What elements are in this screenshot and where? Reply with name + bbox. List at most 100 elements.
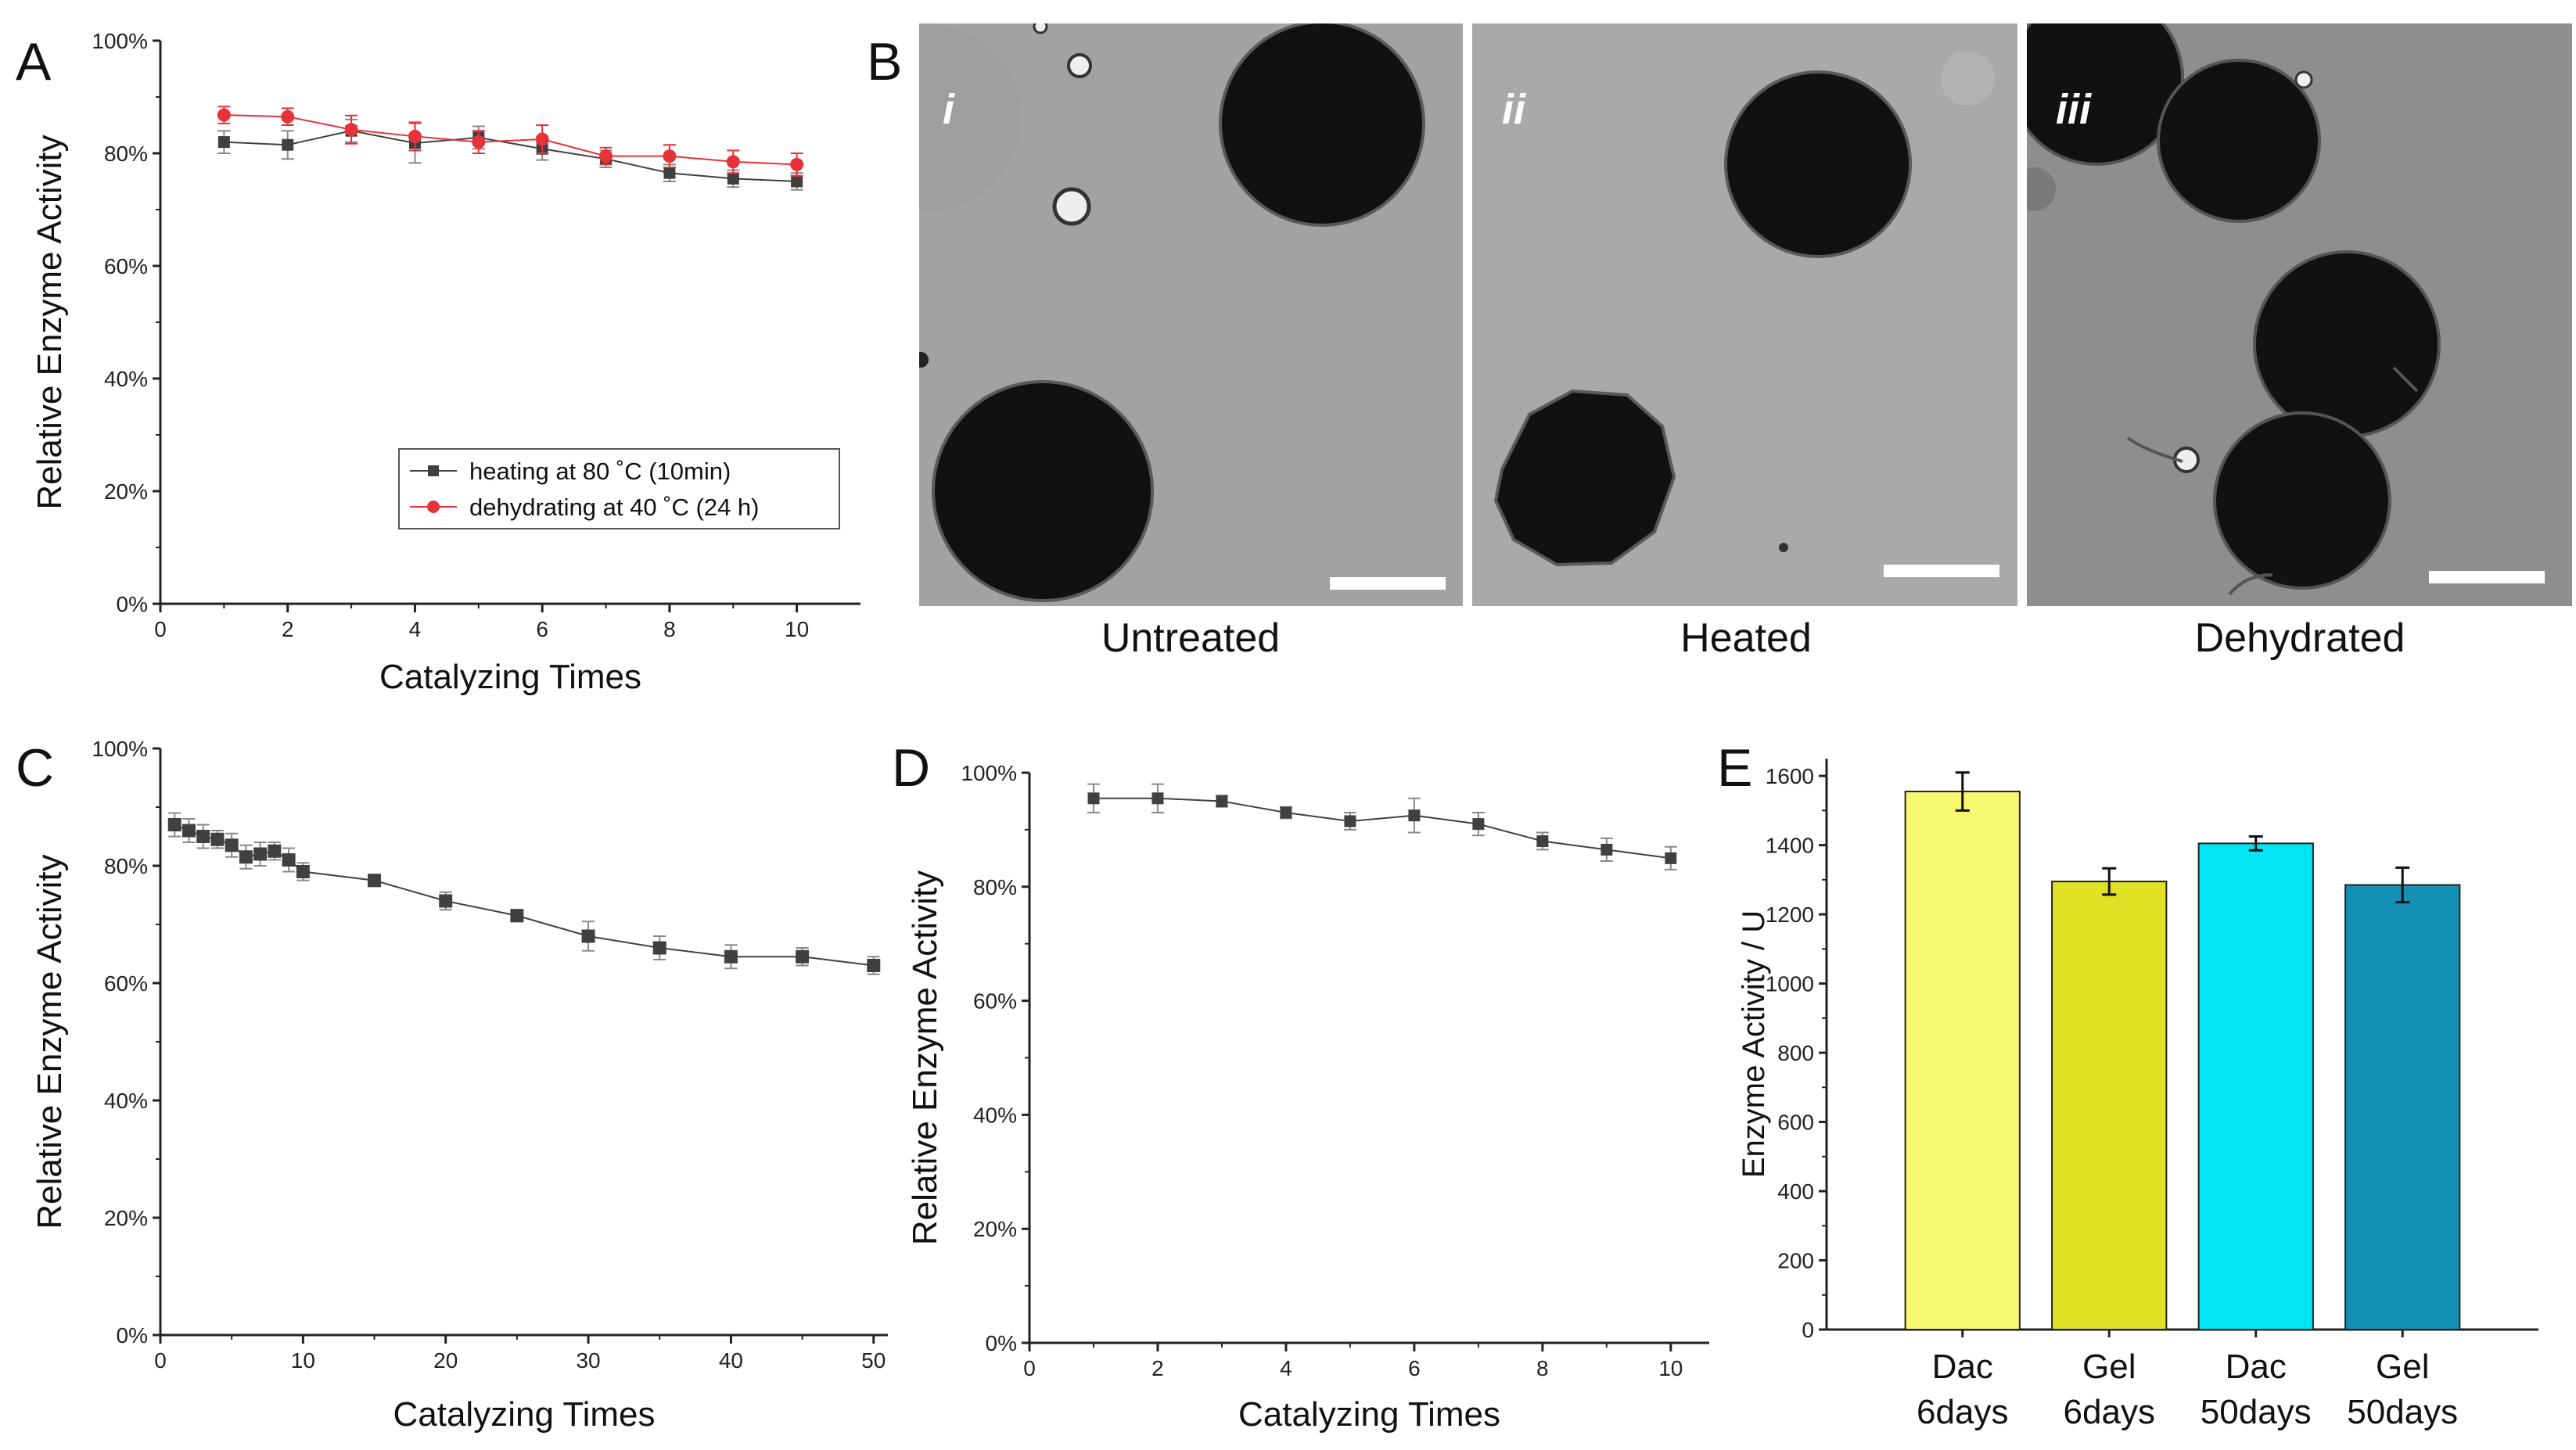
data-point <box>1151 792 1164 805</box>
x-tick-label: 2 <box>282 617 294 641</box>
series-line <box>1093 797 1671 860</box>
y-tick-label: 100% <box>961 761 1017 785</box>
x-tick-label: Dac <box>1932 1348 1993 1386</box>
data-point <box>1472 818 1485 831</box>
y-tick-label: 0% <box>117 592 148 616</box>
micrograph-caption-dehydrated: Dehydrated <box>2195 616 2405 661</box>
x-tick-label: 40 <box>719 1348 743 1373</box>
chart-c: 0% 20% 40% 60% 80% 100% 0 10 20 30 40 50 Catalyzing … <box>31 737 888 1434</box>
data-point <box>727 172 739 185</box>
series-line <box>224 130 797 182</box>
y-tick-label: 400 <box>1777 1179 1814 1204</box>
data-point <box>1216 795 1228 807</box>
y-tick-label: 100% <box>92 29 148 53</box>
bead <box>932 380 1154 602</box>
debris <box>919 23 1021 211</box>
y-axis-title: Relative Enzyme Activity <box>31 854 69 1229</box>
bubble <box>1052 187 1091 226</box>
micrograph-roman-numeral: iii <box>2056 86 2092 133</box>
micrograph-dehydrated: iii <box>2027 23 2572 606</box>
data-point <box>217 136 230 149</box>
x-tick-label: 50days <box>2201 1393 2312 1431</box>
y-tick-label: 20% <box>104 1206 148 1230</box>
data-point <box>196 830 210 843</box>
y-tick-label: 80% <box>973 875 1017 899</box>
x-axis-title: Catalyzing Times <box>393 1395 655 1434</box>
x-tick-label: 4 <box>409 617 422 641</box>
x-tick-label: Dac <box>2226 1348 2287 1386</box>
panel-label-c: C <box>16 738 54 798</box>
y-tick-label: 100% <box>92 737 148 761</box>
scale-bar <box>2429 571 2545 583</box>
y-tick-label: 1000 <box>1766 972 1814 996</box>
y-tick-label: 0 <box>1802 1318 1814 1342</box>
panel-label-d: D <box>892 738 930 798</box>
scale-bar <box>1330 577 1446 590</box>
data-point <box>1087 792 1100 805</box>
micrograph-caption-untreated: Untreated <box>1101 616 1280 661</box>
panel-label-a: A <box>16 32 52 92</box>
y-tick-label: 40% <box>104 1089 148 1113</box>
legend-swatch-marker <box>428 465 439 476</box>
micrograph-heated: ii <box>1472 23 2017 606</box>
y-axis-title: Relative Enzyme Activity <box>906 870 944 1245</box>
bar <box>1904 791 2021 1330</box>
data-point <box>790 157 804 171</box>
y-tick-label: 600 <box>1777 1111 1814 1135</box>
data-point <box>368 874 382 888</box>
legend-label: heating at 80 ˚C (10min) <box>469 458 731 485</box>
panel-label-e: E <box>1717 738 1752 798</box>
data-point <box>1601 843 1613 856</box>
data-point <box>652 941 666 955</box>
data-point <box>663 149 677 163</box>
series-line <box>224 114 797 166</box>
bead <box>2157 59 2321 223</box>
micrograph-roman-numeral: i <box>943 86 955 133</box>
bead <box>1219 23 1425 227</box>
bar <box>2344 884 2461 1330</box>
data-point <box>210 832 225 846</box>
x-tick-label: 10 <box>785 617 809 641</box>
bubble <box>1033 23 1048 34</box>
chart-e: 0 200 400 600 800 1000 1200 1400 1600 Enzyme Acti… <box>1737 759 2538 1431</box>
data-point <box>1280 806 1292 819</box>
x-tick-label: 8 <box>663 617 676 641</box>
data-point <box>535 132 549 146</box>
data-point <box>791 175 803 188</box>
data-point <box>217 108 231 122</box>
y-tick-label: 1600 <box>1766 764 1814 788</box>
x-tick-label: 0 <box>154 1348 167 1373</box>
x-tick-label: 50days <box>2347 1393 2458 1431</box>
data-point <box>282 853 296 867</box>
debris <box>2126 366 2419 596</box>
bead <box>1724 70 1912 258</box>
x-tick-label: 8 <box>1536 1356 1549 1380</box>
x-tick-label: 50 <box>861 1348 886 1373</box>
y-tick-label: 800 <box>1777 1041 1814 1065</box>
x-tick-label: 4 <box>1280 1356 1292 1380</box>
data-point <box>1536 834 1549 847</box>
y-tick-label: 0% <box>117 1323 148 1348</box>
x-tick-label: 10 <box>1658 1356 1683 1380</box>
x-tick-label: 6 <box>1408 1356 1421 1380</box>
x-tick-label: 30 <box>576 1348 600 1373</box>
data-point <box>225 838 239 852</box>
y-tick-label: 80% <box>104 854 148 878</box>
bar <box>2051 881 2168 1330</box>
x-tick-label: 0 <box>1023 1356 1036 1380</box>
chart-d: 0% 20% 40% 60% 80% 100% 0 2 4 6 8 10 Catalyzing Time… <box>906 761 1709 1434</box>
y-tick-label: 1400 <box>1766 834 1814 858</box>
y-tick-label: 60% <box>104 254 148 278</box>
legend-box <box>398 448 840 529</box>
data-point <box>472 135 486 149</box>
y-tick-label: 0% <box>986 1331 1017 1355</box>
bead <box>2027 23 2184 166</box>
y-tick-label: 20% <box>104 479 148 504</box>
data-point <box>581 929 595 943</box>
data-point <box>510 909 524 923</box>
x-tick-label: 6days <box>1917 1393 2008 1431</box>
data-point <box>239 850 253 864</box>
micrograph-caption-heated: Heated <box>1680 616 1812 661</box>
bubble <box>2294 70 2313 89</box>
x-tick-label: 10 <box>291 1348 315 1373</box>
